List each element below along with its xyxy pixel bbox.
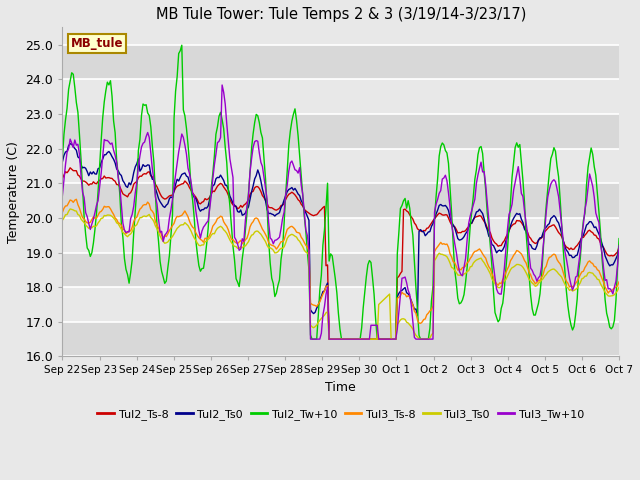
Tul3_Ts0 xyxy=(254,228,262,234)
Tul3_Tw+10 xyxy=(127,216,134,221)
Tul3_Tw+10 xyxy=(59,192,67,198)
Tul2_Ts-8 xyxy=(226,196,234,202)
Tul2_Ts0 xyxy=(244,204,252,210)
Tul3_Ts0 xyxy=(303,250,311,256)
Tul2_Tw+10 xyxy=(308,336,316,342)
Tul2_Ts-8 xyxy=(254,184,262,190)
Tul2_Ts-8 xyxy=(67,165,74,171)
Tul2_Ts0 xyxy=(254,167,262,173)
Tul2_Ts0 xyxy=(325,336,333,342)
Tul2_Ts-8 xyxy=(244,197,252,203)
Text: MB_tule: MB_tule xyxy=(71,37,124,50)
Tul2_Tw+10 xyxy=(588,145,595,151)
Line: Tul3_Ts0: Tul3_Ts0 xyxy=(63,209,619,339)
Bar xyxy=(63,45,619,79)
Tul3_Tw+10 xyxy=(588,177,595,183)
Line: Tul2_Ts0: Tul2_Ts0 xyxy=(63,144,619,339)
Tul3_Ts-8 xyxy=(254,216,262,222)
Tul3_Ts-8 xyxy=(244,231,252,237)
Tul2_Ts-8 xyxy=(588,229,595,235)
Tul2_Ts0 xyxy=(129,178,136,183)
Y-axis label: Temperature (C): Temperature (C) xyxy=(7,141,20,243)
X-axis label: Time: Time xyxy=(325,381,356,394)
Tul3_Ts0 xyxy=(244,239,252,245)
Tul2_Ts0 xyxy=(67,141,74,146)
Bar xyxy=(63,218,619,252)
Tul2_Ts0 xyxy=(303,214,311,219)
Tul2_Tw+10 xyxy=(303,249,311,255)
Bar xyxy=(63,287,619,322)
Tul3_Ts-8 xyxy=(59,209,67,215)
Tul2_Tw+10 xyxy=(226,203,234,208)
Tul2_Ts-8 xyxy=(129,187,136,192)
Tul3_Tw+10 xyxy=(244,193,252,199)
Line: Tul3_Ts-8: Tul3_Ts-8 xyxy=(63,199,619,339)
Tul2_Tw+10 xyxy=(254,113,262,119)
Title: MB Tule Tower: Tule Temps 2 & 3 (3/19/14-3/23/17): MB Tule Tower: Tule Temps 2 & 3 (3/19/14… xyxy=(156,7,526,22)
Tul3_Ts-8 xyxy=(325,336,333,342)
Tul2_Ts0 xyxy=(615,245,623,251)
Tul3_Ts-8 xyxy=(615,279,623,285)
Tul3_Tw+10 xyxy=(615,243,623,249)
Tul2_Tw+10 xyxy=(59,156,67,161)
Tul3_Tw+10 xyxy=(218,82,226,88)
Tul3_Tw+10 xyxy=(307,336,314,342)
Tul3_Ts0 xyxy=(325,336,333,342)
Tul2_Ts0 xyxy=(226,193,234,199)
Line: Tul3_Tw+10: Tul3_Tw+10 xyxy=(63,85,619,339)
Bar xyxy=(63,252,619,287)
Tul2_Tw+10 xyxy=(178,42,186,48)
Tul3_Ts0 xyxy=(129,229,136,235)
Tul2_Ts-8 xyxy=(59,176,67,181)
Bar xyxy=(63,183,619,218)
Tul2_Tw+10 xyxy=(244,191,252,197)
Bar xyxy=(63,114,619,148)
Tul3_Ts0 xyxy=(226,237,234,243)
Tul3_Ts-8 xyxy=(226,232,234,238)
Tul3_Ts0 xyxy=(67,206,74,212)
Bar xyxy=(63,148,619,183)
Tul3_Ts-8 xyxy=(588,260,595,265)
Bar xyxy=(63,322,619,357)
Tul3_Tw+10 xyxy=(254,138,262,144)
Tul3_Ts0 xyxy=(615,284,623,290)
Tul2_Tw+10 xyxy=(615,236,623,241)
Tul3_Ts0 xyxy=(588,270,595,276)
Tul3_Ts0 xyxy=(59,217,67,223)
Tul3_Tw+10 xyxy=(226,156,234,162)
Tul2_Ts0 xyxy=(588,219,595,225)
Tul3_Ts-8 xyxy=(129,225,136,230)
Line: Tul2_Tw+10: Tul2_Tw+10 xyxy=(63,45,619,339)
Tul3_Ts-8 xyxy=(72,196,80,202)
Legend: Tul2_Ts-8, Tul2_Ts0, Tul2_Tw+10, Tul3_Ts-8, Tul3_Ts0, Tul3_Tw+10: Tul2_Ts-8, Tul2_Ts0, Tul2_Tw+10, Tul3_Ts… xyxy=(93,405,589,425)
Line: Tul2_Ts-8: Tul2_Ts-8 xyxy=(63,168,619,339)
Tul2_Ts-8 xyxy=(303,209,311,215)
Tul3_Ts-8 xyxy=(303,244,311,250)
Tul2_Ts-8 xyxy=(615,244,623,250)
Tul2_Ts0 xyxy=(59,159,67,165)
Bar xyxy=(63,79,619,114)
Tul2_Ts-8 xyxy=(325,336,333,342)
Tul3_Tw+10 xyxy=(303,233,311,239)
Tul2_Tw+10 xyxy=(127,270,134,276)
